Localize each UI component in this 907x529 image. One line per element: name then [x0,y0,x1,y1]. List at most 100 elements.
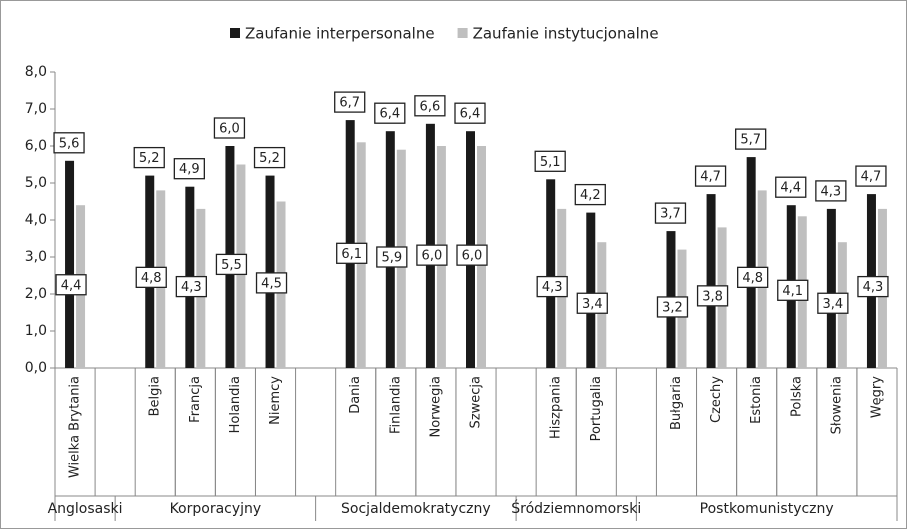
data-label: 3,4 [823,297,844,312]
data-label: 3,2 [662,300,683,315]
y-tick-label: 4,0 [25,212,47,228]
bar [265,175,275,368]
data-label: 6,6 [420,99,441,114]
data-label-box [215,253,248,276]
x-tick-label: Estonia [749,376,764,424]
data-label-box [775,176,807,198]
legend-swatch [230,28,240,38]
data-label-box [336,242,368,264]
data-label-box [55,274,87,296]
x-tick-label: Dania [348,376,363,414]
data-label-box [574,183,606,206]
data-label-box [696,285,729,307]
data-label-box [456,244,488,266]
data-label-box [735,128,767,150]
data-label: 4,3 [821,184,842,199]
data-label: 5,2 [259,151,280,166]
x-tick-label: Norwegia [428,376,443,437]
data-label-box [857,275,889,298]
data-label: 6,7 [339,96,360,111]
data-label: 4,5 [261,276,282,291]
data-label: 4,4 [61,278,82,293]
data-label-box [175,275,207,298]
data-label: 5,9 [381,251,402,266]
data-label-box [694,165,727,187]
data-label-box [213,117,246,139]
data-label-box [53,132,85,154]
x-tick-label: Holandia [228,376,243,433]
group-label: Śródziemnomorski [511,499,641,517]
data-label-box [534,150,566,172]
data-label: 4,4 [780,181,801,196]
x-tick-label: Wielka Brytania [68,376,83,478]
data-label: 6,0 [462,249,483,264]
bar [546,179,556,368]
x-tick-label: Czechy [709,376,724,423]
data-label-box [777,279,809,301]
data-label: 6,0 [219,122,240,137]
data-label-box [135,266,167,289]
data-label: 4,3 [542,280,563,295]
bar [746,157,756,368]
data-label-box [334,91,366,113]
x-tick-label: Belgia [148,376,163,416]
data-label: 4,8 [742,271,763,286]
x-tick-label: Portugalia [589,376,604,441]
data-label: 4,7 [700,170,721,185]
x-tick-label: Bułgaria [669,376,684,430]
y-tick-label: 3,0 [25,249,47,265]
data-label: 6,4 [460,107,481,122]
data-label-box [374,102,406,124]
data-label: 5,2 [139,151,160,166]
data-label: 6,0 [422,249,443,264]
bar [826,208,836,368]
data-label-box [173,158,205,180]
bar [706,194,716,368]
y-tick-label: 1,0 [25,323,47,339]
x-tick-label: Szwecja [469,376,484,428]
data-label: 4,3 [863,280,884,295]
y-tick-label: 2,0 [25,286,47,302]
y-tick-label: 5,0 [25,175,47,191]
x-tick-label: Węgry [869,376,884,418]
group-label: Anglosaski [48,501,123,517]
x-tick-label: Słowenia [829,376,844,434]
group-label: Postkomunistyczny [700,501,834,517]
data-label: 5,7 [740,133,761,148]
x-tick-label: Hiszpania [549,376,564,439]
data-label-box [414,95,446,117]
legend-label: Zaufanie instytucjonalne [473,25,659,43]
data-label-box [576,292,608,314]
data-label-box [737,266,769,289]
data-label: 6,1 [341,247,362,262]
data-label: 5,1 [540,155,561,170]
group-label: Socjaldemokratyczny [341,501,491,517]
data-label: 5,6 [59,136,80,151]
data-label-box [654,202,687,224]
x-tick-label: Polska [789,376,804,417]
data-label: 6,4 [379,107,400,122]
data-label: 4,1 [782,284,803,299]
group-label: Korporacyjny [170,501,262,517]
bar [586,212,596,368]
data-label-box [133,146,165,169]
y-tick-label: 6,0 [25,138,47,154]
data-label-box [536,275,568,298]
data-label-box [416,244,448,266]
data-label: 4,9 [179,162,200,177]
data-label: 5,5 [221,258,242,273]
data-label: 4,3 [181,280,202,295]
data-label-box [855,165,887,187]
data-label: 3,4 [582,297,603,312]
x-tick-label: Niemcy [268,376,283,425]
legend-swatch [457,28,468,38]
data-label: 3,8 [702,289,723,304]
legend-label: Zaufanie interpersonalne [245,25,435,43]
data-label-box [376,246,408,268]
data-label-box [253,146,286,169]
data-label-box [255,272,288,294]
data-label: 4,7 [861,170,882,185]
x-tick-label: Finlandia [388,376,403,434]
